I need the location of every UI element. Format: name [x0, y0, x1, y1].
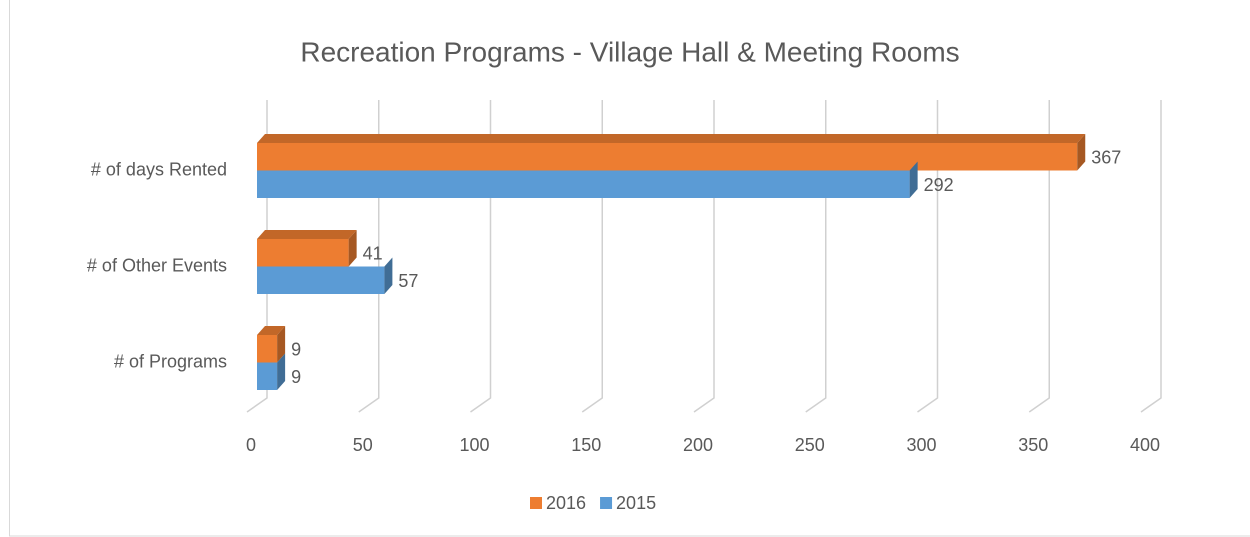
bar-face — [257, 335, 278, 363]
grid-line — [1140, 100, 1162, 413]
grid-line — [1028, 100, 1050, 413]
legend-label: 2016 — [546, 493, 586, 513]
data-label: 9 — [291, 340, 301, 360]
grid-line — [358, 100, 380, 413]
legend-swatch — [530, 497, 542, 509]
bar-side — [277, 326, 286, 363]
legend-label: 2015 — [616, 493, 656, 513]
data-label: 367 — [1091, 148, 1121, 168]
bar-side — [348, 230, 357, 267]
bar-side — [1077, 134, 1086, 171]
bar-face — [257, 170, 910, 198]
x-tick-label: 100 — [459, 435, 489, 455]
data-label: 292 — [924, 175, 954, 195]
data-label: 41 — [363, 244, 383, 264]
bar — [257, 326, 286, 363]
y-tick-label: # of Other Events — [87, 255, 227, 275]
x-tick-label: 0 — [246, 435, 256, 455]
bar — [257, 257, 393, 294]
bar — [257, 134, 1086, 171]
bar-side — [277, 353, 286, 390]
bar-top — [257, 230, 357, 239]
data-label: 9 — [291, 367, 301, 387]
bar-face — [257, 266, 385, 294]
grid-line — [246, 100, 268, 413]
bar-side — [384, 257, 393, 294]
x-tick-label: 50 — [353, 435, 373, 455]
chart-border — [9, 0, 1250, 537]
x-tick-label: 200 — [683, 435, 713, 455]
bar-face — [257, 143, 1078, 171]
bar-top — [257, 134, 1086, 143]
grid-line — [917, 100, 939, 413]
bar-side — [909, 161, 918, 198]
y-tick-label: # of Programs — [114, 351, 227, 371]
x-tick-label: 350 — [1018, 435, 1048, 455]
bar — [257, 161, 918, 198]
grid-line — [805, 100, 827, 413]
grid-line — [693, 100, 715, 413]
bar — [257, 353, 286, 390]
legend-swatch — [600, 497, 613, 509]
grid-line — [581, 100, 603, 413]
bar-face — [257, 239, 349, 267]
y-tick-label: # of days Rented — [91, 159, 227, 179]
bar-top — [257, 326, 286, 335]
bar-face — [257, 362, 278, 390]
x-tick-label: 250 — [795, 435, 825, 455]
data-label: 57 — [398, 271, 418, 291]
grid-line — [470, 100, 492, 413]
x-tick-label: 400 — [1130, 435, 1160, 455]
bar — [257, 230, 357, 267]
x-tick-label: 150 — [571, 435, 601, 455]
chart-title: Recreation Programs - Village Hall & Mee… — [300, 36, 959, 67]
x-tick-label: 300 — [906, 435, 936, 455]
